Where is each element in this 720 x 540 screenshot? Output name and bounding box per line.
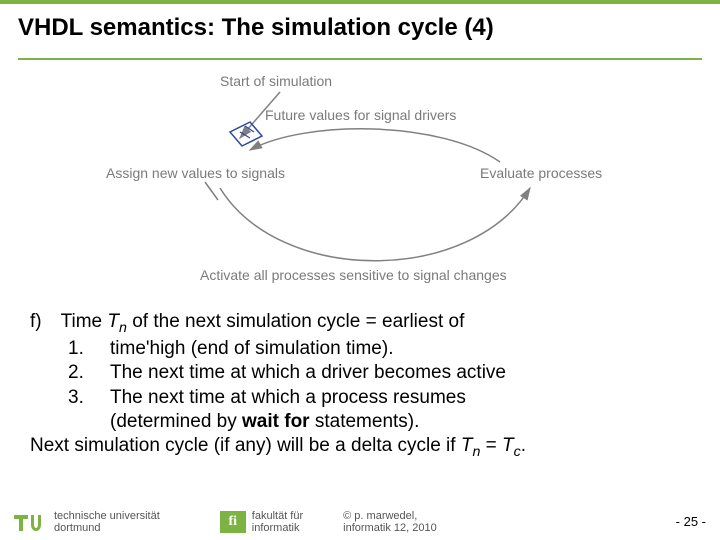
item-text: time'high (end of simulation time). <box>110 337 393 361</box>
simulation-cycle-diagram: Start of simulation Future values for si… <box>0 70 720 300</box>
Tn-sub: n <box>119 320 127 336</box>
wait-for-bold: wait for <box>242 411 310 432</box>
f-suffix: of the next simulation cycle = earliest … <box>127 311 464 332</box>
page-title: VHDL semantics: The simulation cycle (4) <box>18 14 702 42</box>
fi-logo-block: fi fakultät für informatik <box>220 510 303 534</box>
item-text: The next time at which a process resumes <box>110 386 466 410</box>
diagram-svg: Start of simulation Future values for si… <box>100 70 620 295</box>
author-text: © p. marwedel, informatik 12, 2010 <box>343 510 437 534</box>
item-num: 1. <box>68 337 110 361</box>
arc-assign-to-evaluate <box>220 188 530 261</box>
fi-logo-icon: fi <box>220 511 246 533</box>
diagram-start-label: Start of simulation <box>220 73 332 89</box>
item-num: 3. <box>68 386 110 410</box>
item-text: The next time at which a driver becomes … <box>110 361 506 385</box>
tu-text: technische universität dortmund <box>54 510 160 534</box>
Tn-T: T <box>107 311 119 332</box>
title-underline <box>18 58 702 60</box>
diagram-evaluate-label: Evaluate processes <box>480 165 602 181</box>
page-number: - 25 - <box>676 514 706 529</box>
item-num: 2. <box>68 361 110 385</box>
list-item-cont: (determined by wait for statements). <box>68 410 694 434</box>
tu-logo-block: technische universität dortmund <box>14 510 160 534</box>
numbered-list: 1. time'high (end of simulation time). 2… <box>30 337 694 434</box>
item-num-empty <box>68 410 110 434</box>
item3-line2: (determined by wait for statements). <box>110 410 419 434</box>
arc-evaluate-to-assign <box>250 129 500 162</box>
diagram-assign-label: Assign new values to signals <box>106 165 285 181</box>
list-item: 3. The next time at which a process resu… <box>68 386 694 410</box>
diamond-marker <box>230 122 262 146</box>
list-item: 2. The next time at which a driver becom… <box>68 361 694 385</box>
body-text: f) Time Tn of the next simulation cycle … <box>0 300 720 461</box>
item-f: f) Time Tn of the next simulation cycle … <box>30 310 694 337</box>
last-line: Next simulation cycle (if any) will be a… <box>30 434 694 461</box>
assign-out-stub <box>205 182 218 200</box>
list-item: 1. time'high (end of simulation time). <box>68 337 694 361</box>
diagram-future-label: Future values for signal drivers <box>265 107 456 123</box>
tu-logo-icon <box>14 511 48 533</box>
title-region: VHDL semantics: The simulation cycle (4) <box>0 4 720 50</box>
f-prefix: f) Time <box>30 311 107 332</box>
diagram-activate-label: Activate all processes sensitive to sign… <box>200 267 507 283</box>
fi-text: fakultät für informatik <box>252 510 303 534</box>
footer: technische universität dortmund fi fakul… <box>0 510 720 534</box>
